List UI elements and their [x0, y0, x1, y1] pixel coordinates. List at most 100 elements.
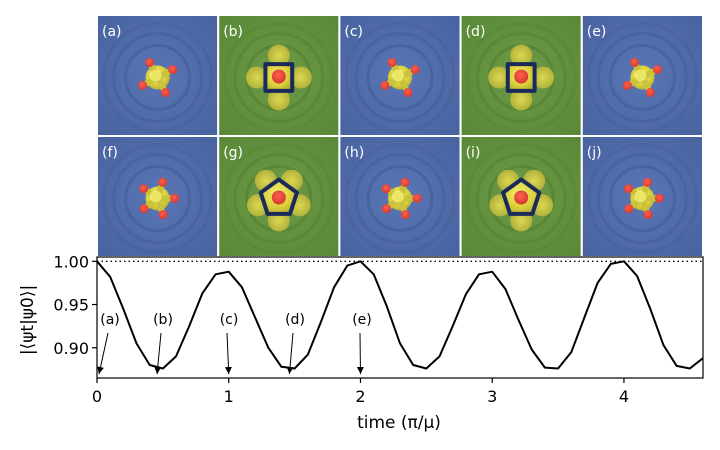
ripple-ring	[608, 44, 676, 111]
ripple-ring	[475, 32, 567, 123]
arm-tip	[643, 210, 653, 220]
series-line	[96, 260, 704, 370]
x-tick-label: 0	[92, 387, 102, 406]
ripple-ring	[223, 22, 335, 133]
ripple-ring	[354, 153, 446, 244]
annotation-label: (a)	[100, 312, 120, 328]
snapshot-panel: (e)	[580, 14, 704, 137]
ripple-ring	[366, 165, 434, 232]
arm-tip	[400, 177, 410, 187]
ripple-ring	[344, 143, 456, 254]
ripple-ring	[608, 165, 676, 232]
petal-lobe	[245, 66, 268, 89]
annotation-arrowhead	[154, 366, 162, 374]
plot-frame	[96, 256, 704, 379]
annotation-arrowhead	[97, 366, 104, 374]
arm-tip	[642, 177, 652, 187]
arm-tip	[387, 57, 397, 67]
arm-tip	[145, 57, 155, 67]
snapshot-panel: (b)	[217, 14, 341, 137]
panel-label: (d)	[466, 24, 486, 40]
petal-lobe	[510, 44, 533, 67]
y-tick-label: 0.95	[53, 296, 89, 315]
ripple-ring	[112, 32, 204, 123]
snapshot-panel: (h)	[338, 135, 462, 258]
arm-tip	[170, 193, 180, 203]
annotation-label: (b)	[153, 312, 173, 328]
petal-lobe	[532, 66, 555, 89]
arm-tip	[624, 204, 634, 214]
arm-tip	[158, 177, 168, 187]
annotation-arrowhead	[286, 366, 294, 374]
panel-background	[580, 135, 704, 258]
ripple-ring	[366, 44, 434, 111]
arm-tip	[403, 88, 413, 98]
panel-label: (b)	[223, 24, 243, 40]
core-hotspot	[514, 190, 529, 205]
x-ticks: 0 1 2 3 4	[92, 378, 629, 406]
panel-label: (e)	[587, 24, 607, 40]
ripple-ring	[475, 153, 567, 244]
core-highlight	[149, 190, 162, 203]
annotation-label: (e)	[352, 312, 372, 328]
petal-lobe	[267, 88, 290, 111]
panel-label: (j)	[587, 145, 602, 161]
x-tick-label: 3	[487, 387, 497, 406]
series-group	[96, 260, 704, 370]
core-highlight	[634, 190, 647, 203]
arm-tip	[380, 80, 390, 90]
snapshot-panel: (d)	[459, 14, 583, 137]
x-tick-label: 4	[619, 387, 629, 406]
ripple-ring	[124, 44, 192, 111]
petal-lobe	[510, 88, 533, 111]
panel-label: (a)	[102, 24, 122, 40]
core-highlight	[634, 69, 647, 82]
y-tick-label: 0.90	[53, 339, 89, 358]
petal-lobe	[488, 66, 511, 89]
core-hotspot	[514, 69, 529, 84]
y-ticks: 0.90 0.95 1.00	[53, 252, 97, 358]
arm-tip	[161, 88, 171, 98]
arm-tip	[381, 204, 391, 214]
snapshot-panel: (j)	[580, 135, 704, 258]
arm-tip	[381, 184, 391, 194]
arm-tip	[139, 184, 149, 194]
annotation-arrowhead	[224, 366, 232, 374]
annotation-label: (d)	[285, 312, 305, 328]
arm-tip	[158, 210, 168, 220]
y-tick-label: 1.00	[53, 252, 89, 271]
arm-tip	[139, 204, 149, 214]
petal-lobe	[267, 44, 290, 67]
panel-label: (f)	[102, 145, 118, 161]
snapshot-panel: (i)	[459, 135, 583, 258]
petal-lobe	[289, 66, 312, 89]
arm-tip	[400, 210, 410, 220]
arm-tip	[629, 57, 639, 67]
snapshot-grid: (a) (b) (c) (d) (e) (f) (g) (h) (i) (j)	[96, 14, 704, 258]
snapshot-panel: (a)	[96, 14, 220, 137]
x-axis-label: time (π/μ)	[357, 413, 441, 433]
arm-tip	[168, 65, 178, 75]
core-hotspot	[271, 190, 286, 205]
ripple-ring	[233, 32, 325, 123]
arm-tip	[645, 88, 655, 98]
snapshot-panel: (f)	[96, 135, 220, 258]
arm-tip	[622, 80, 632, 90]
ripple-ring	[112, 153, 204, 244]
panel-label: (c)	[344, 24, 363, 40]
arm-tip	[654, 193, 664, 203]
panel-label: (i)	[466, 145, 481, 161]
ripple-ring	[586, 143, 698, 254]
ripple-ring	[465, 143, 577, 254]
snapshot-panel: (c)	[338, 14, 462, 137]
snapshot-panel: (g)	[217, 135, 341, 258]
arm-tip	[138, 80, 148, 90]
core-highlight	[392, 190, 404, 203]
arm-tip	[652, 65, 662, 75]
ripple-ring	[596, 153, 688, 244]
ripple-ring	[344, 22, 456, 133]
x-tick-label: 1	[224, 387, 234, 406]
annotation-label: (c)	[220, 312, 239, 328]
arm-tip	[624, 184, 634, 194]
